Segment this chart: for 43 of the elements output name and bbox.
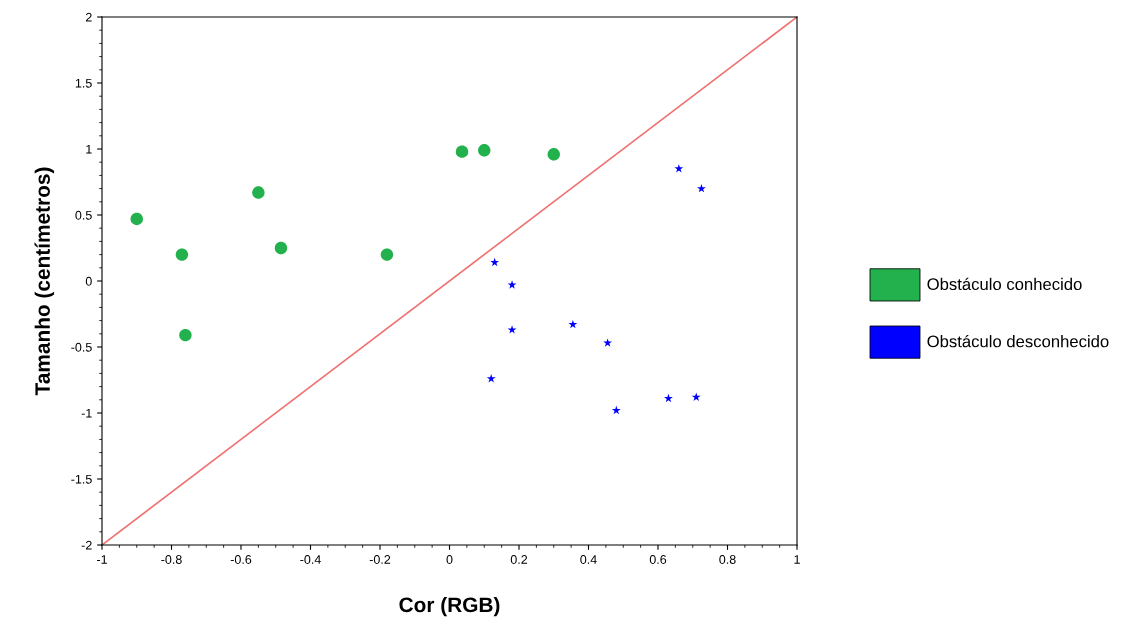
point <box>274 241 288 255</box>
point <box>663 393 673 403</box>
y-tick-label: -1.5 <box>71 474 92 484</box>
y-tick-label: 0.5 <box>75 210 92 220</box>
x-tick-label: -0.8 <box>161 555 182 564</box>
x-tick-label: -0.2 <box>369 555 391 564</box>
y-tick-label: 2 <box>85 12 92 22</box>
x-tick-label: 0.8 <box>719 555 736 564</box>
point <box>175 248 189 261</box>
x-tick-label: -0.4 <box>300 555 321 564</box>
x-tick-label: 0.4 <box>580 555 597 564</box>
point <box>130 212 143 226</box>
y-tick-label: 1.5 <box>75 78 92 88</box>
y-tick-label: 0 <box>85 276 92 286</box>
legend-label: Obstáculo conhecido <box>927 277 1082 291</box>
point <box>674 164 684 173</box>
x-tick-label: -1 <box>97 555 107 564</box>
point <box>507 325 517 334</box>
x-tick-label: 0 <box>446 555 453 564</box>
y-axis-title: Tamanho (centímetros) <box>34 167 55 396</box>
point <box>490 257 500 267</box>
legend-label: Obstáculo desconhecido <box>927 334 1109 348</box>
y-tick-label: 1 <box>86 144 92 154</box>
y-tick-label: -0.5 <box>71 342 92 352</box>
x-tick-label: 0.2 <box>510 555 528 564</box>
point <box>568 319 578 329</box>
x-tick-label: 0.6 <box>649 555 667 564</box>
y-tick-label: -1 <box>81 408 92 418</box>
x-axis-title: Cor (RGB) <box>399 596 500 617</box>
point <box>547 148 560 161</box>
y-tick-label: -2 <box>81 540 92 550</box>
point <box>611 405 621 415</box>
point <box>252 186 265 199</box>
point <box>179 328 192 342</box>
x-tick-label: 1 <box>794 555 800 564</box>
point <box>478 144 491 157</box>
point <box>697 183 706 193</box>
x-tick-label: -0.6 <box>230 555 252 564</box>
point <box>380 248 394 261</box>
point <box>486 374 496 383</box>
point <box>455 145 469 158</box>
point <box>691 392 701 401</box>
point <box>507 280 517 289</box>
